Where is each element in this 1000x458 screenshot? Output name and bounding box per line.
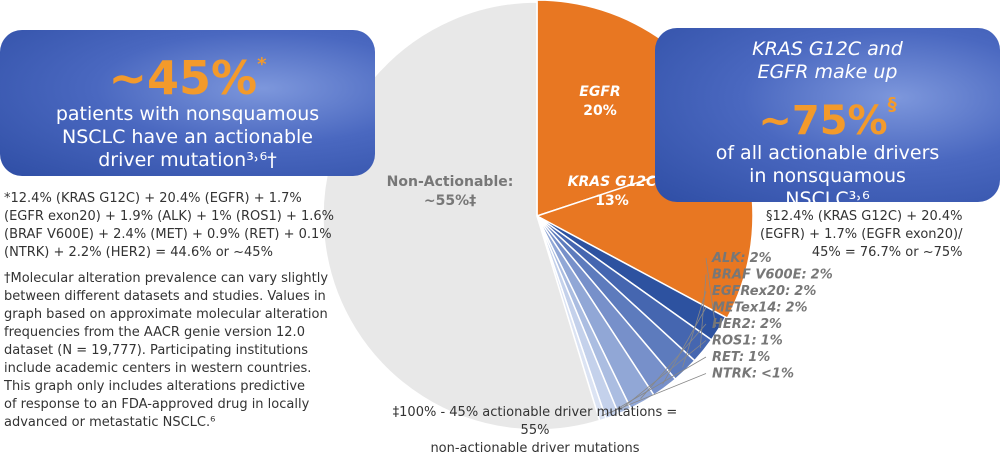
pie-slice bbox=[322, 1, 601, 431]
panel-line: driver mutation³˒⁶† bbox=[98, 149, 277, 171]
slice-category: METex14: bbox=[712, 301, 782, 316]
leader-line bbox=[682, 290, 707, 368]
slice-value-label: ~55%‡ bbox=[424, 193, 476, 209]
slice-label: EGFR bbox=[579, 84, 620, 100]
slice-value-label: 2% bbox=[786, 301, 808, 316]
slice-value-label: 2% bbox=[750, 251, 772, 266]
panel-line: KRAS G12C and bbox=[752, 38, 903, 60]
panel-line: NSCLC have an actionable bbox=[62, 126, 313, 148]
leader-line bbox=[699, 274, 707, 349]
panel-line: EGFR make up bbox=[757, 61, 898, 83]
headline-note: § bbox=[887, 94, 897, 115]
leader-line bbox=[601, 373, 707, 417]
footnote-line: §12.4% (KRAS G12C) + 20.4% bbox=[765, 209, 963, 224]
footnote-line: graph based on approximate molecular alt… bbox=[4, 307, 328, 322]
footnote-line: of response to an FDA-approved drug in l… bbox=[4, 397, 310, 412]
headline: ~45%* bbox=[0, 40, 375, 103]
slice-label: Non-Actionable: bbox=[387, 174, 514, 190]
slice-category: ALK: bbox=[711, 251, 746, 266]
footnote-line: frequencies from the AACR genie version … bbox=[4, 325, 305, 340]
footnote-line: *12.4% (KRAS G12C) + 20.4% (EGFR) + 1.7% bbox=[4, 191, 302, 206]
slice-value-label: 1% bbox=[761, 334, 783, 349]
leader-line bbox=[610, 356, 707, 413]
panel-line: of all actionable drivers bbox=[715, 142, 940, 164]
footnote-line: †Molecular alteration prevalence can var… bbox=[4, 271, 329, 286]
slice-value-label: 2% bbox=[794, 284, 816, 299]
slice-value-label: 1% bbox=[748, 350, 770, 365]
headline: ~75%§ bbox=[655, 84, 1000, 142]
slice-category: ROS1: bbox=[712, 334, 757, 349]
left-panel: ~45%* patients with nonsquamous NSCLC ha… bbox=[0, 30, 375, 176]
slice-value-label: <1% bbox=[761, 367, 794, 382]
footnote-line: (EGFR exon20) + 1.9% (ALK) + 1% (ROS1) +… bbox=[4, 209, 335, 224]
slice-category: RET: bbox=[712, 350, 744, 365]
headline-note: * bbox=[257, 54, 267, 75]
slice-value-label: 2% bbox=[811, 268, 833, 283]
slice-category: EGFRex20: bbox=[712, 284, 790, 299]
slice-label: ROS1: 1% bbox=[712, 334, 783, 349]
slice-label: KRAS G12C bbox=[568, 174, 657, 190]
footnote-line: non-actionable driver mutations bbox=[430, 441, 640, 456]
footnote-right: §12.4% (KRAS G12C) + 20.4% (EGFR) + 1.7% … bbox=[760, 208, 963, 262]
footnote-line: between different datasets and studies. … bbox=[4, 289, 326, 304]
slice-label: NTRK: <1% bbox=[712, 367, 794, 382]
footnote-line: dataset (N = 19,777). Participating inst… bbox=[4, 343, 308, 358]
panel-line: patients with nonsquamous bbox=[55, 103, 320, 125]
slice-value-label: 20% bbox=[583, 103, 617, 119]
leader-line bbox=[662, 307, 707, 385]
pie-chart: EGFR 20% KRAS G12C 13% Non-Actionable: ~55%‡ A… bbox=[322, 0, 833, 431]
panel-line: in nonsquamous bbox=[749, 165, 906, 187]
leader-line bbox=[640, 323, 707, 399]
footnote-line: 45% = 76.7% or ~75% bbox=[811, 245, 963, 260]
slice-label: BRAF V600E: 2% bbox=[712, 268, 833, 283]
slice-label: HER2: 2% bbox=[712, 317, 782, 332]
right-panel: KRAS G12C and EGFR make up ~75%§ of all … bbox=[655, 28, 1000, 210]
footnote-bottom: ‡100% - 45% actionable driver mutations … bbox=[380, 404, 690, 458]
slice-label: EGFRex20: 2% bbox=[712, 284, 816, 299]
footnote-line: (BRAF V600E) + 2.4% (MET) + 0.9% (RET) +… bbox=[4, 227, 332, 242]
headline-value: ~75% bbox=[758, 98, 888, 144]
footnote-line: advanced or metastatic NSCLC.⁶ bbox=[4, 415, 216, 430]
slice-value-label: 2% bbox=[760, 317, 782, 332]
slice-label: ALK: 2% bbox=[711, 251, 772, 266]
slice-category: HER2: bbox=[712, 317, 756, 332]
slice-label: RET: 1% bbox=[712, 350, 770, 365]
footnote-line: (EGFR) + 1.7% (EGFR exon20)/ bbox=[760, 227, 963, 242]
slice-label: METex14: 2% bbox=[712, 301, 808, 316]
slice-category: BRAF V600E: bbox=[712, 268, 807, 283]
footnote-line: (NTRK) + 2.2% (HER2) = 44.6% or ~45% bbox=[4, 245, 273, 260]
leader-line bbox=[705, 257, 716, 327]
footnote-line: include academic centers in western coun… bbox=[4, 361, 312, 376]
footnote-sum: *12.4% (KRAS G12C) + 20.4% (EGFR) + 1.7%… bbox=[4, 190, 334, 262]
slice-value-label: 13% bbox=[595, 193, 629, 209]
panel-line: NSCLC³˒⁶ bbox=[785, 188, 870, 210]
headline-value: ~45% bbox=[108, 51, 258, 105]
footnote-line: This graph only includes alterations pre… bbox=[4, 379, 306, 394]
footnote-source: †Molecular alteration prevalence can var… bbox=[4, 270, 328, 432]
leader-line bbox=[622, 340, 707, 408]
slice-category: NTRK: bbox=[712, 367, 757, 382]
footnote-line: ‡100% - 45% actionable driver mutations … bbox=[392, 405, 678, 438]
